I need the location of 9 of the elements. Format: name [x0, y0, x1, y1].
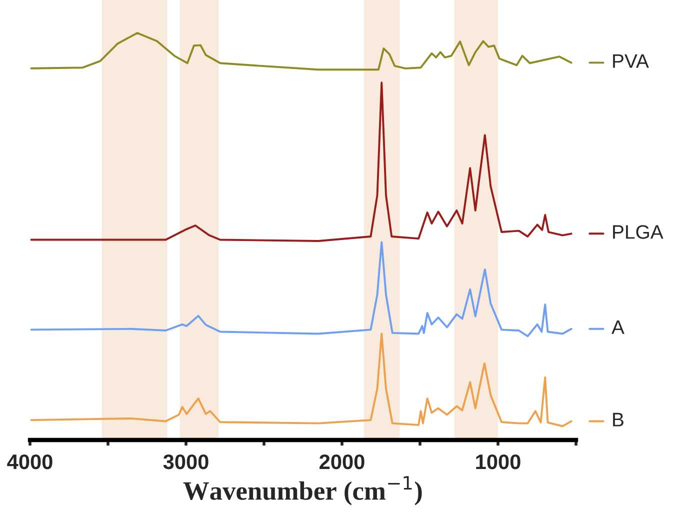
legend-label: B [613, 412, 624, 426]
x-axis-title: Wavenumber (cm$^{−1}$) [183, 476, 422, 506]
x-tick-label: 3000 [163, 454, 208, 470]
x-tick-label: 1000 [476, 454, 520, 470]
x-tick-label: 4000 [7, 454, 52, 470]
x-tick-label: 2000 [320, 454, 364, 470]
legend-label: PLGA [613, 225, 664, 239]
legend-label: PVA [613, 54, 649, 68]
legend-label: A [612, 320, 624, 334]
